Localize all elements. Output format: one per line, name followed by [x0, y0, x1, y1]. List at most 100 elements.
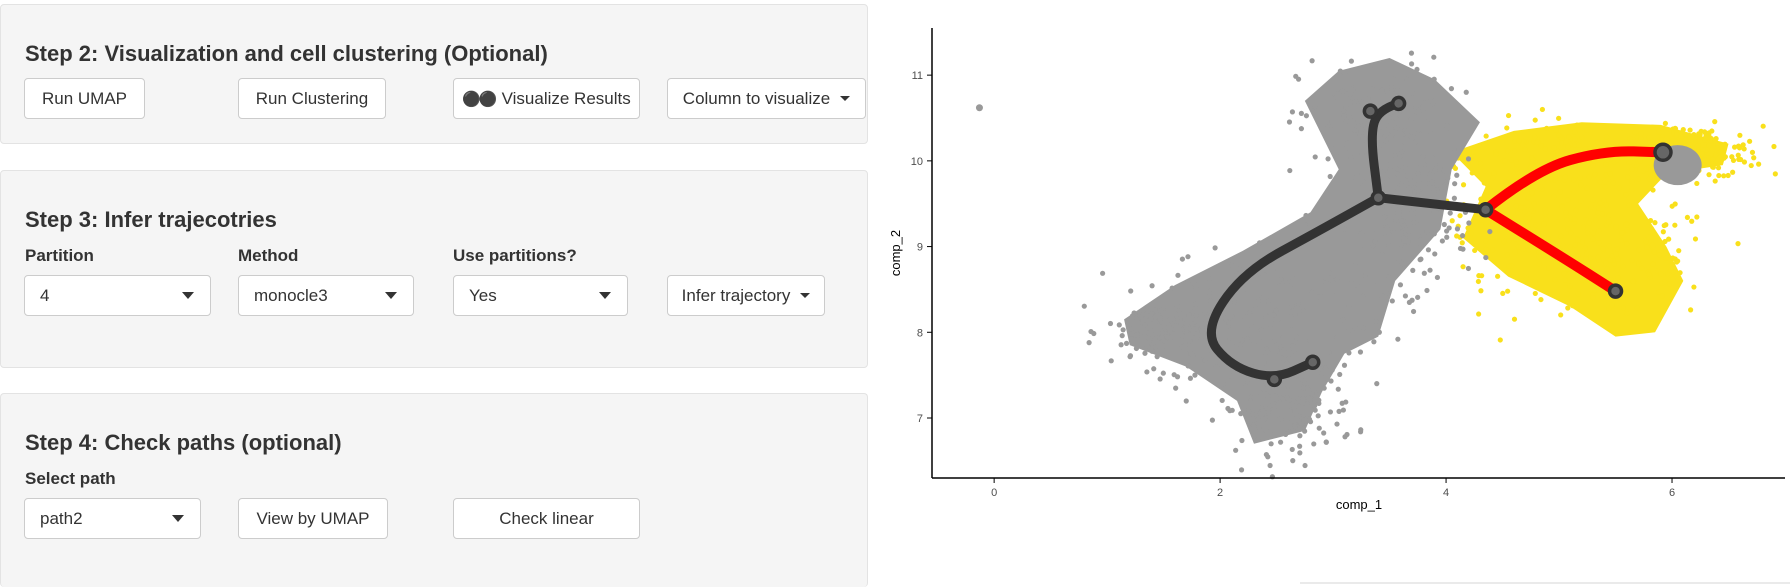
partition-select[interactable]: 4 [24, 275, 211, 316]
cell-point-highlighted [1741, 159, 1748, 165]
cell-point-background [1300, 400, 1306, 407]
check-linear-button[interactable]: Check linear [453, 498, 640, 539]
cell-point-highlighted [1471, 149, 1477, 155]
cell-point-background [1360, 325, 1367, 331]
cell-point-background [1297, 433, 1303, 439]
cell-point-highlighted [1522, 146, 1528, 153]
cell-point-background [1170, 331, 1176, 337]
cell-point-background [1428, 95, 1434, 101]
method-select[interactable]: monocle3 [238, 275, 414, 316]
cell-point-background [1323, 280, 1329, 286]
cell-point-highlighted [1563, 139, 1569, 146]
y-axis-label: comp_2 [888, 230, 903, 276]
cell-point-highlighted [1706, 132, 1712, 138]
cell-point-background [1424, 229, 1430, 235]
cell-point-highlighted [1574, 122, 1580, 128]
cell-point-background [1307, 337, 1313, 343]
cell-point-highlighted [1771, 143, 1777, 150]
cell-point-highlighted [1578, 182, 1584, 188]
cell-point-highlighted [1528, 206, 1534, 213]
trajectory-node-mid [1477, 201, 1494, 218]
cell-point-highlighted [1603, 202, 1609, 208]
cell-point-background [1341, 113, 1347, 119]
cell-point-background [1290, 458, 1296, 464]
cell-point-highlighted [1586, 220, 1592, 226]
cell-point-highlighted [1646, 134, 1652, 141]
cell-point-background [1398, 182, 1404, 188]
visualize-results-button[interactable]: ⚫⚫ Visualize Results [453, 78, 640, 119]
cell-point-background [1244, 336, 1251, 342]
cell-point-highlighted [1542, 176, 1548, 182]
cell-point-highlighted [1531, 201, 1537, 207]
cell-point-highlighted [1695, 142, 1701, 149]
cell-point-background [1414, 66, 1420, 73]
cell-point-background [1273, 317, 1279, 323]
cell-point-highlighted [1513, 203, 1519, 209]
cell-point-highlighted [1597, 200, 1604, 206]
column-to-visualize-dropdown[interactable]: Column to visualize [667, 78, 866, 119]
cell-point-background [1463, 89, 1469, 95]
cell-point-background [1388, 163, 1394, 169]
cell-point-background [1370, 95, 1376, 101]
cell-point-background [1183, 324, 1189, 331]
use-partitions-select[interactable]: Yes [453, 275, 628, 316]
cell-point-highlighted [1478, 196, 1484, 202]
cell-point-background [1251, 339, 1257, 345]
cell-point-background [1258, 327, 1265, 333]
cell-point-background [1374, 278, 1380, 284]
cell-point-background [1302, 222, 1308, 228]
cell-point-background [1432, 161, 1438, 167]
run-umap-button[interactable]: Run UMAP [24, 78, 145, 119]
cell-point-background [1286, 429, 1292, 435]
cell-point-highlighted [1715, 165, 1722, 171]
cell-point-background [1248, 323, 1254, 329]
cell-point-background [1408, 61, 1415, 67]
cell-point-highlighted [1672, 126, 1679, 132]
select-path-select[interactable]: path2 [24, 498, 201, 539]
infer-trajectory-dropdown[interactable]: Infer trajectory [667, 275, 825, 316]
cell-point-background [1360, 293, 1366, 299]
cell-point-background [1281, 385, 1287, 391]
cell-point-background [1173, 312, 1179, 318]
cell-point-background [1406, 299, 1413, 305]
cell-point-highlighted [1511, 316, 1518, 322]
cell-point-background [1227, 335, 1233, 341]
cell-point-highlighted [1503, 179, 1509, 185]
cell-point-highlighted [1712, 119, 1718, 125]
cell-point-background [1318, 294, 1324, 300]
cell-point-background [1334, 94, 1340, 100]
cell-point-highlighted [1729, 154, 1735, 160]
cell-point-background [1397, 282, 1404, 288]
cell-point-background [1337, 371, 1343, 378]
cell-point-highlighted [1646, 234, 1652, 240]
cell-point-background [1352, 325, 1359, 331]
cell-point-highlighted [1650, 261, 1656, 267]
cell-point-highlighted [1522, 209, 1528, 215]
cell-point-highlighted [1539, 106, 1546, 113]
cell-point-background [1193, 285, 1199, 291]
cell-point-background [1120, 327, 1126, 333]
cell-point-highlighted [1582, 146, 1588, 152]
cell-point-background [1128, 288, 1134, 294]
cell-point-highlighted [1506, 263, 1512, 269]
cell-point-highlighted [1593, 217, 1599, 223]
view-by-umap-button[interactable]: View by UMAP [238, 498, 388, 539]
cell-point-highlighted [1736, 145, 1743, 151]
cell-point-background [1426, 116, 1432, 123]
cell-point-background [1430, 101, 1436, 107]
cell-point-background [1363, 125, 1369, 131]
cell-point-background [1418, 256, 1424, 262]
cell-point-highlighted [1613, 224, 1619, 230]
run-clustering-button[interactable]: Run Clustering [238, 78, 386, 119]
cell-point-background [1376, 329, 1382, 335]
cell-point-background [1107, 320, 1114, 327]
cell-point-background [1129, 318, 1135, 324]
cell-point-highlighted [1497, 337, 1503, 343]
cell-point-background [1337, 68, 1343, 74]
cell-point-background [1193, 301, 1199, 307]
cell-point-highlighted [1459, 240, 1465, 246]
cell-point-highlighted [1691, 132, 1697, 138]
cell-point-background [1402, 135, 1409, 142]
cell-point-background [1259, 430, 1265, 437]
cell-point-highlighted [1485, 223, 1491, 229]
